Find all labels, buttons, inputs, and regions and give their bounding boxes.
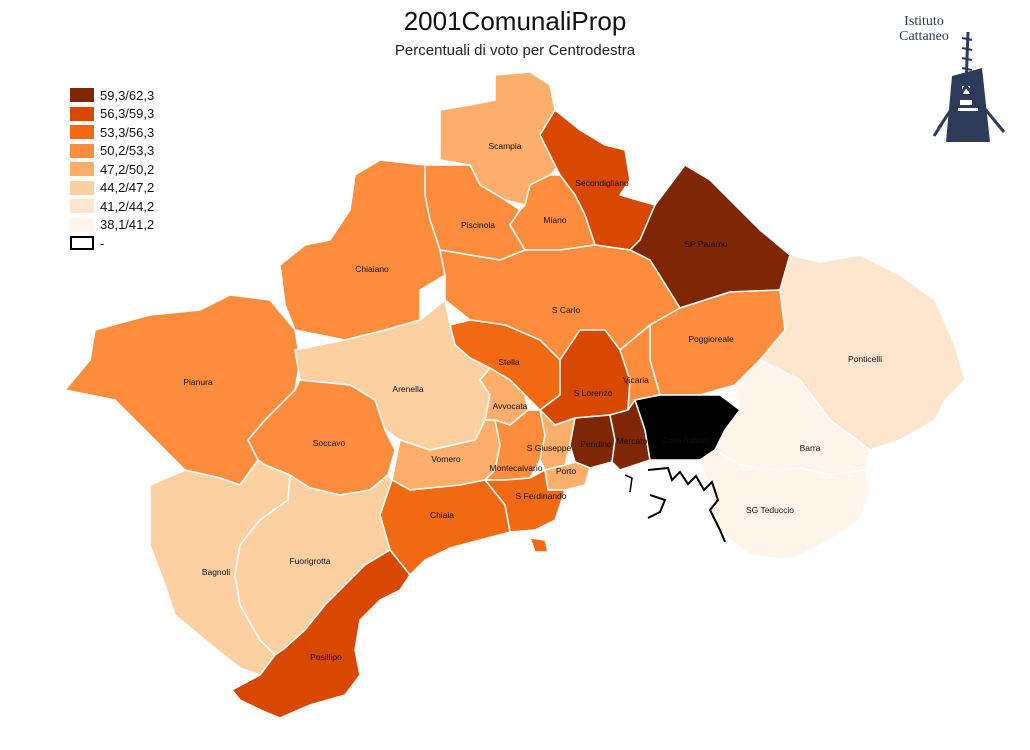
zone-chiaiano[interactable] [279,159,446,341]
zone-label: Bagnoli [202,567,230,577]
harbor-pier [624,474,633,493]
zone-label: S Lorenzo [574,388,613,398]
legend: 59,3/62,3 56,3/59,3 53,3/56,3 50,2/53,3 … [70,86,154,253]
zone-label: SG Teduccio [746,505,794,515]
zone-label: Porto [556,466,577,476]
legend-item: 47,2/50,2 [70,160,154,179]
map-subtitle: Percentuali di voto per Centrodestra [394,42,636,59]
istituto-cattaneo-logo: Istituto Cattaneo [886,14,1006,149]
zone-label: SP Paterno [684,239,728,249]
zone-label: Stella [498,357,520,367]
logo-line-1: Istituto [904,14,944,29]
legend-label: 44,2/47,2 [100,180,155,196]
zone-label: Chiaiano [355,264,389,274]
legend-item: 44,2/47,2 [70,179,154,198]
legend-swatch [70,106,94,121]
zone-label: Pianura [183,377,213,387]
zone-label: Barra [800,443,821,453]
zone-label: Vomero [431,454,461,464]
zone-label: S Ferdinando [515,491,566,501]
legend-label: 41,2/44,2 [100,198,155,214]
zone-label: Avvocata [493,401,528,411]
zone-label: Pendino [580,439,611,449]
zone-label: Secondigliano [575,178,629,188]
legend-swatch [70,217,94,232]
zone-label: Arenella [392,384,423,394]
zone-label: Chiaia [430,510,454,520]
legend-label: 50,2/53,3 [100,143,155,159]
zone-s-ferdinando-islet[interactable] [529,537,549,553]
zone-label: Mercato [617,436,648,446]
legend-swatch [70,236,94,251]
zone-label: Miano [543,215,566,225]
legend-item: 56,3/59,3 [70,105,154,124]
legend-swatch [70,88,94,103]
zone-label: Scampia [488,141,521,151]
legend-label: - [100,235,105,251]
legend-item: 53,3/56,3 [70,123,154,142]
legend-label: 38,1/41,2 [100,217,155,233]
legend-item: 59,3/62,3 [70,86,154,105]
legend-swatch [70,180,94,195]
legend-swatch [70,143,94,158]
map-title: 2001ComunaliProp [403,6,627,36]
legend-item: 38,1/41,2 [70,216,154,235]
zone-posillipo[interactable] [231,549,411,719]
logo-text: Istituto Cattaneo [886,14,962,44]
zone-label: Montecalvario [490,463,543,473]
legend-swatch [70,199,94,214]
legend-item: - [70,234,154,253]
zone-label: Piscinola [461,220,495,230]
harbor-pier [647,466,726,543]
zone-label: S Giuseppe [527,443,572,453]
legend-swatch [70,125,94,140]
legend-item: 41,2/44,2 [70,197,154,216]
legend-label: 56,3/59,3 [100,106,155,122]
zone-label: Posillipo [310,652,342,662]
legend-item: 50,2/53,3 [70,142,154,161]
zone-label: Soccavo [313,438,346,448]
zone-montecalvario[interactable] [484,409,546,481]
zone-label: Vicaria [623,375,649,385]
legend-label: 53,3/56,3 [100,124,155,140]
zone-label: Poggioreale [688,334,734,344]
zone-label: Fuorigrotta [289,556,330,566]
windmill-icon [932,31,1006,142]
harbor-pier [647,494,667,519]
zone-label: Zona Industr [662,435,710,445]
zone-label: S Carlo [552,305,581,315]
legend-label: 59,3/62,3 [100,87,155,103]
legend-swatch [70,162,94,177]
legend-label: 47,2/50,2 [100,161,155,177]
zone-label: Ponticelli [848,354,882,364]
logo-line-2: Cattaneo [899,29,949,44]
